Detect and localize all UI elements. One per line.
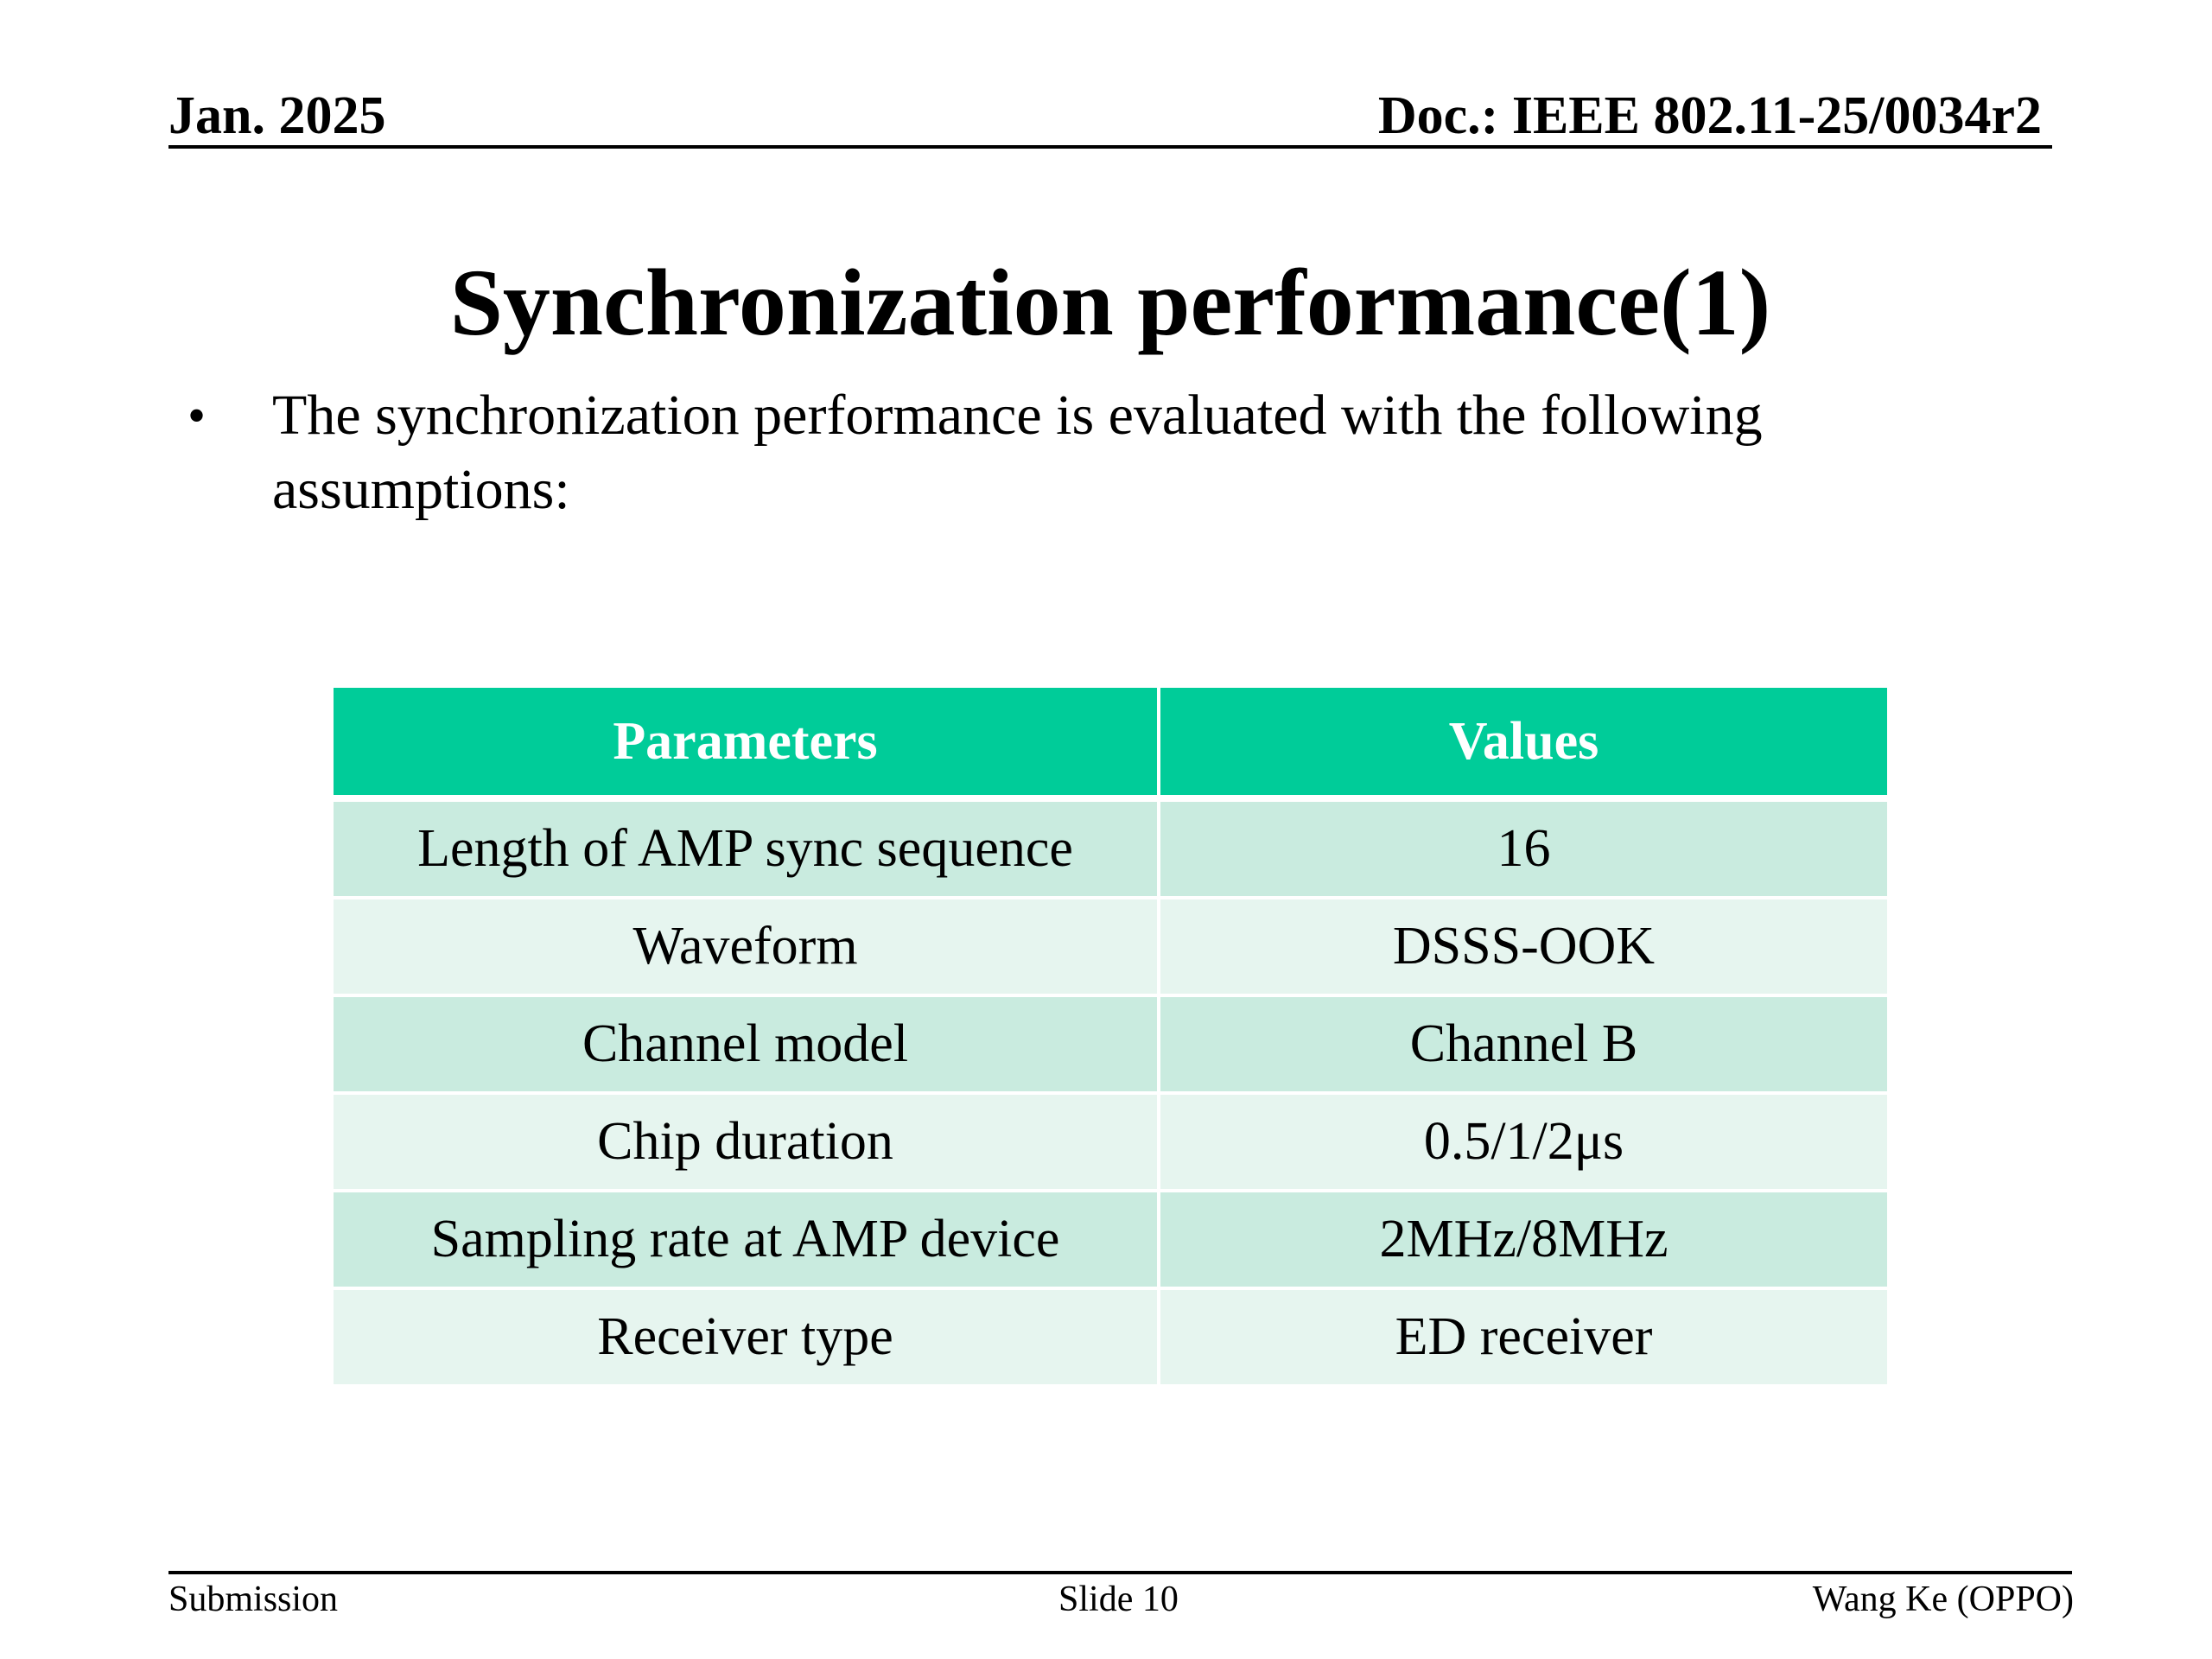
table-header-row: Parameters Values [334, 688, 1887, 802]
value-cell: ED receiver [1159, 1288, 1887, 1388]
table-row: Chip duration 0.5/1/2μs [334, 1093, 1887, 1192]
value-cell: 16 [1159, 798, 1887, 899]
table-row: Sampling rate at AMP device 2MHz/8MHz [334, 1191, 1887, 1290]
slide-title: Synchronization performance(1) [449, 250, 1771, 355]
parameter-cell: Channel model [334, 995, 1160, 1095]
header-date: Jan. 2025 [168, 86, 386, 145]
value-cell: DSSS-OOK [1159, 898, 1887, 997]
column-header-values: Values [1159, 688, 1887, 802]
table-row: Length of AMP sync sequence 16 [334, 798, 1887, 899]
parameter-cell: Chip duration [334, 1093, 1160, 1192]
assumptions-table: Parameters Values Length of AMP sync seq… [334, 688, 1887, 1388]
bullet-text: The synchronization performance is evalu… [272, 384, 1763, 521]
table-row: Receiver type ED receiver [334, 1288, 1887, 1388]
table-row: Waveform DSSS-OOK [334, 898, 1887, 997]
column-header-parameters: Parameters [334, 688, 1160, 802]
value-cell: 2MHz/8MHz [1159, 1191, 1887, 1290]
footer-slide-number: Slide 10 [1058, 1580, 1179, 1619]
footer-author: Wang Ke (OPPO) [1812, 1580, 2074, 1619]
header-doc-number: Doc.: IEEE 802.11-25/0034r2 [1377, 86, 2042, 145]
parameter-cell: Waveform [334, 898, 1160, 997]
parameter-cell: Length of AMP sync sequence [334, 798, 1160, 899]
header-divider [168, 145, 2052, 149]
parameter-cell: Sampling rate at AMP device [334, 1191, 1160, 1290]
parameter-cell: Receiver type [334, 1288, 1160, 1388]
footer-divider [168, 1571, 2072, 1574]
footer-submission: Submission [168, 1580, 339, 1619]
bullet-marker: • [188, 387, 207, 444]
value-cell: Channel B [1159, 995, 1887, 1095]
table-row: Channel model Channel B [334, 995, 1887, 1095]
slide-header: Jan. 2025 Doc.: IEEE 802.11-25/0034r2 [168, 82, 2050, 149]
value-cell: 0.5/1/2μs [1159, 1093, 1887, 1192]
